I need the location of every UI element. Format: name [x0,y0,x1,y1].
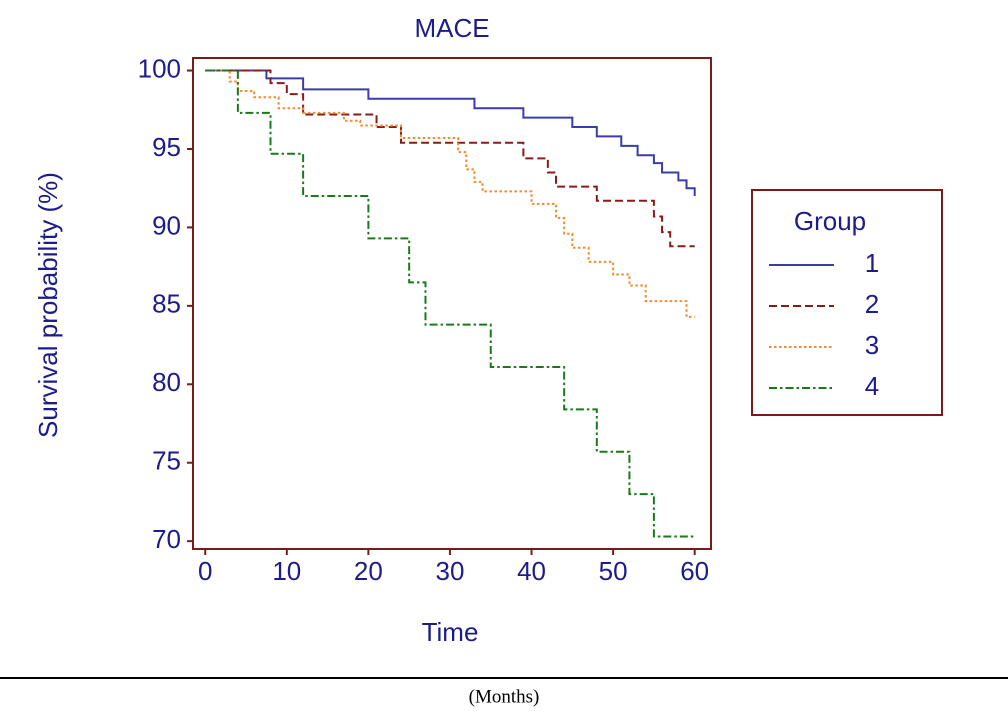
x-tick-label: 60 [680,556,709,586]
survival-curve [205,69,696,197]
plot-frame [192,57,712,550]
x-tick-label: 20 [354,556,383,586]
x-tick-label: 50 [599,556,628,586]
chart-title: MACE [414,13,489,43]
y-tick-label: 75 [152,446,181,476]
survival-curve [205,69,695,538]
footer-text: (Months) [469,686,540,707]
legend-label: 4 [865,371,879,401]
legend-title: Group [794,206,866,236]
legend-label: 2 [865,289,879,319]
x-tick-label: 10 [272,556,301,586]
x-tick-label: 0 [198,556,212,586]
x-tick-label: 40 [517,556,546,586]
y-tick-label: 95 [152,132,181,162]
y-tick-label: 90 [152,210,181,240]
y-tick-label: 70 [152,524,181,554]
survival-curve [205,69,695,318]
y-tick-label: 80 [152,367,181,397]
legend-box [751,189,943,416]
y-tick-label: 85 [152,289,181,319]
legend-label: 3 [865,330,879,360]
survival-curve [205,69,695,248]
x-axis-label: Time [422,617,479,647]
legend-label: 1 [865,248,879,278]
y-axis-label: Survival probability (%) [33,172,63,438]
y-tick-label: 100 [138,53,181,83]
x-tick-label: 30 [435,556,464,586]
